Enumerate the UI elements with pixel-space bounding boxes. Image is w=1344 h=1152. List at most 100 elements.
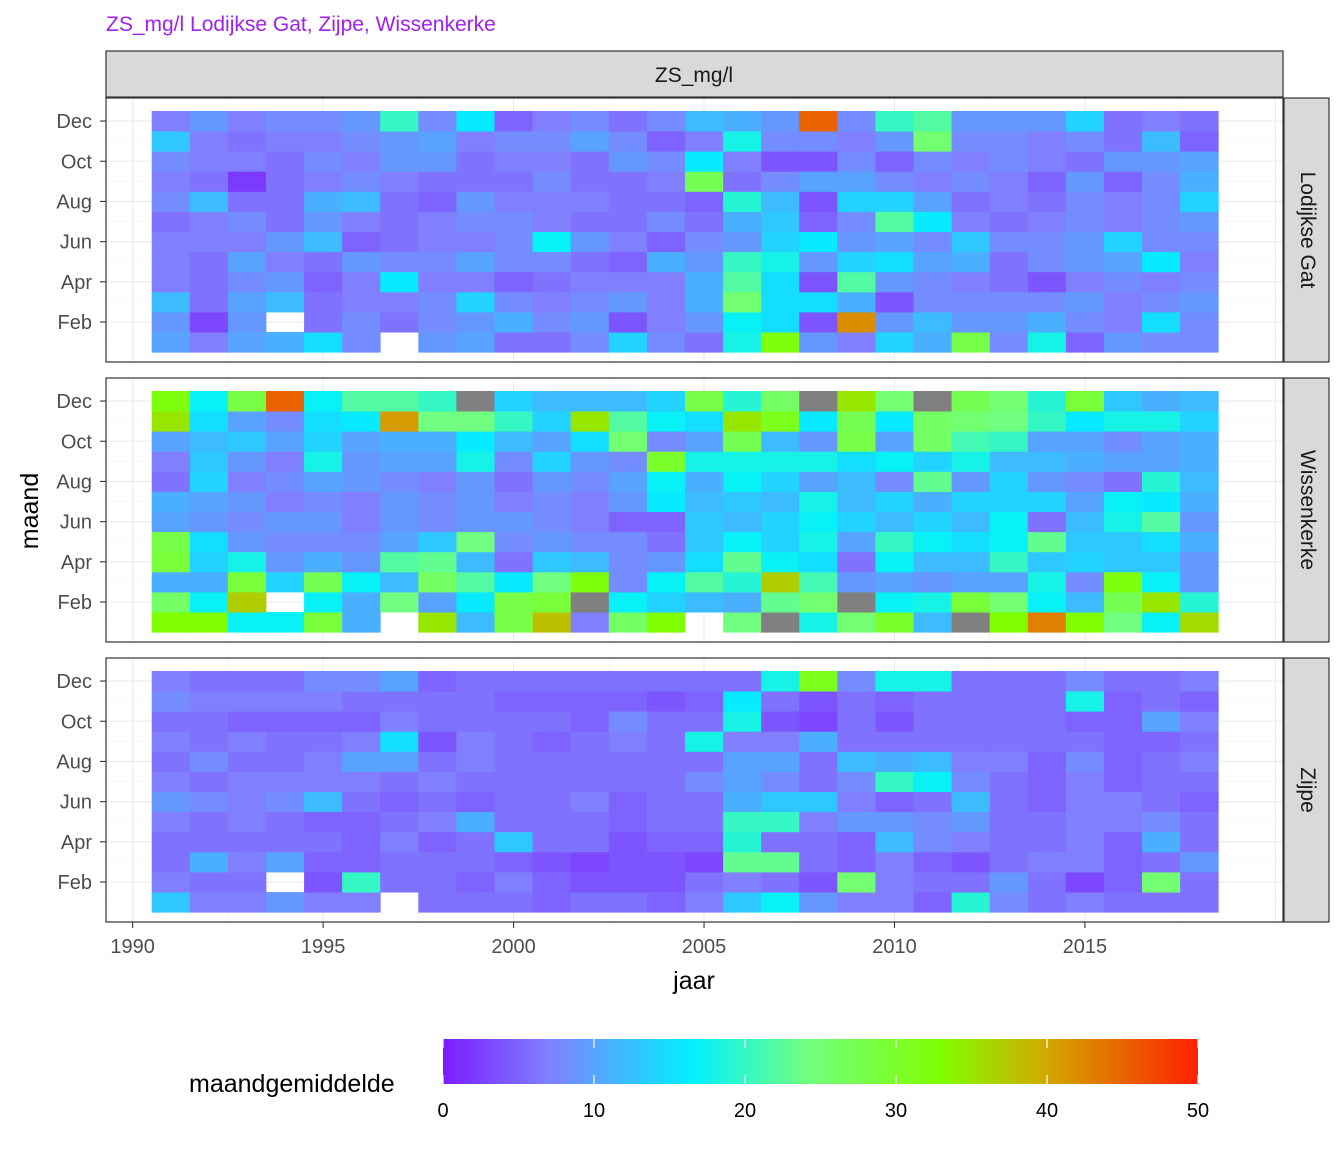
heatmap-cell: Lodijkse Gat 1993 Sep: 2 (227, 171, 267, 192)
heatmap-cell: Lodijkse Gat 2018 Oct: 10 (1180, 151, 1219, 172)
heatmap-cell: Lodijkse Gat 2012 Feb: 9 (951, 312, 991, 333)
heatmap-cell: Lodijkse Gat 2011 Apr: 8 (913, 271, 953, 293)
heatmap-cell: Zijpe 2007 Apr: 6 (761, 831, 800, 853)
heatmap-cell: Lodijkse Gat 2001 Apr: 6 (532, 271, 572, 293)
heatmap-cell: Lodijkse Gat 2005 Oct: 16 (684, 151, 724, 172)
heatmap-cell: Wissenkerke 2002 Aug: 8 (570, 471, 610, 492)
heatmap-cell: Lodijkse Gat 1996 Jun: 5 (342, 231, 381, 253)
heatmap-cell: Zijpe 1992 Aug: 8 (189, 751, 229, 772)
heatmap-cell: Zijpe 1997 Apr: 7 (380, 831, 419, 853)
heatmap-cell: Zijpe 2016 Oct: 5 (1103, 711, 1143, 732)
heatmap-cell: Zijpe 2001 Jul: 6 (532, 771, 572, 792)
heatmap-cell: Lodijkse Gat 1998 Sep: 6 (418, 171, 457, 192)
heatmap-cell: Lodijkse Gat 2015 Jan: 5 (1065, 332, 1105, 353)
heatmap-cell: Wissenkerke 2013 Feb: 25 (989, 592, 1029, 613)
heatmap-cell: Wissenkerke 1992 Sep: 13 (189, 451, 229, 472)
heatmap-cell: Zijpe 1991 Jun: 9 (151, 791, 191, 813)
heatmap-cell: Lodijkse Gat 2007 Apr: 15 (761, 271, 800, 293)
heatmap-cell: Wissenkerke 2018 Jul: 11 (1180, 491, 1219, 512)
heatmap-cell: Zijpe 2016 Jun: 7 (1103, 791, 1143, 813)
heatmap-cell: Lodijkse Gat 2003 Sep: 6 (608, 171, 648, 192)
heatmap-cell: Zijpe 2011 Feb: 6 (913, 872, 953, 893)
heatmap-cell: Zijpe 1996 Oct: 5 (342, 711, 381, 732)
heatmap-cell: Wissenkerke 2014 Oct: 10 (1027, 431, 1067, 452)
heatmap-cell: Zijpe 1998 Mar: 6 (418, 851, 457, 873)
heatmap-cell: Wissenkerke 2014 Apr: 13 (1027, 551, 1067, 573)
heatmap-cell: Zijpe 1995 Apr: 6 (304, 831, 343, 853)
heatmap-cell: Wissenkerke 2003 Jun: 5 (608, 511, 648, 533)
heatmap-cell: Zijpe 2009 May: 9 (837, 811, 876, 833)
heatmap-cell: Lodijkse Gat 2007 Mar: 15 (761, 291, 800, 313)
heatmap-cell: Lodijkse Gat 2012 May: 11 (951, 251, 991, 273)
heatmap-cell: Lodijkse Gat 2001 Sep: 8 (532, 171, 572, 192)
heatmap-cell: Wissenkerke 2000 Oct: 12 (494, 431, 534, 452)
heatmap-cell: Lodijkse Gat 2013 Jun: 8 (989, 231, 1029, 253)
heatmap-cell: Lodijkse Gat 1996 Jul: 7 (342, 211, 381, 232)
heatmap-cell: Zijpe 2014 May: 6 (1027, 811, 1067, 833)
heatmap-cell: Lodijkse Gat 2006 Mar: 25 (723, 291, 762, 313)
heatmap-cell: Lodijkse Gat 1992 Dec: 9 (189, 111, 229, 132)
heatmap-cell: Lodijkse Gat 1996 May: 9 (342, 251, 381, 273)
heatmap-cell: Zijpe 2000 Sep: 6 (494, 731, 534, 752)
heatmap-cell: Wissenkerke 2006 Aug: 17 (723, 471, 762, 492)
heatmap-cell: Wissenkerke 2017 Aug: 19 (1142, 471, 1181, 492)
heatmap-cell: Zijpe 2015 Mar: 7 (1065, 851, 1105, 873)
heatmap-cell: Wissenkerke 2008 Jan: 18 (799, 612, 838, 633)
heatmap-cell: Lodijkse Gat 2007 Jan: 32 (761, 332, 800, 353)
heatmap-cell: Zijpe 2018 Dec: 7 (1180, 671, 1219, 692)
heatmap-cell: Zijpe 2009 Mar: 5 (837, 851, 876, 873)
heatmap-cell: Wissenkerke 2004 Mar: 17 (646, 571, 686, 593)
heatmap-cell: Zijpe 2008 Feb: 4 (799, 872, 838, 893)
heatmap-cell: Lodijkse Gat 2001 Oct: 7 (532, 151, 572, 172)
heatmap-cell: Lodijkse Gat 2016 Aug: 7 (1103, 191, 1143, 212)
heatmap-cell: Lodijkse Gat 2008 Apr: 4 (799, 271, 838, 293)
heatmap-cell: Wissenkerke 1992 Apr: 14 (189, 551, 229, 573)
heatmap-cell: Wissenkerke 2003 Nov: 22 (608, 411, 648, 432)
heatmap-cell: Zijpe 2010 Jan: 7 (875, 892, 914, 913)
heatmap-cell: Lodijkse Gat 2002 Mar: 8 (570, 291, 610, 313)
heatmap-cell: Wissenkerke 2011 Oct: 26 (913, 431, 953, 452)
heatmap-cell: Lodijkse Gat 2002 Aug: 7 (570, 191, 610, 212)
heatmap-cell: Wissenkerke 2003 Oct: 25 (608, 431, 648, 452)
heatmap-cell: Zijpe 1991 Feb: 7 (151, 872, 191, 893)
heatmap-cell: Lodijkse Gat 2017 Nov: 12 (1142, 131, 1181, 152)
heatmap-cell: Zijpe 2008 May: 7 (799, 811, 838, 833)
heatmap-cell: Wissenkerke 1999 Aug: 9 (456, 471, 495, 492)
heatmap-cell: Zijpe 2005 Aug: 6 (684, 751, 724, 772)
heatmap-cell: Wissenkerke 2006 Mar: 19 (723, 571, 762, 593)
heatmap-cell: Lodijkse Gat 2013 Jul: 6 (989, 211, 1029, 232)
heatmap-cell: Zijpe 2014 Sep: 6 (1027, 731, 1067, 752)
heatmap-cell: Zijpe 1991 May: 7 (151, 811, 191, 833)
heatmap-cell: Zijpe 2004 Aug: 6 (646, 751, 686, 772)
y-tick-label: Oct (61, 711, 93, 733)
heatmap-cell: Lodijkse Gat 2006 Sep: 6 (723, 171, 762, 192)
heatmap-cell: Lodijkse Gat 2007 Sep: 8 (761, 171, 800, 192)
heatmap-cell: Wissenkerke 2003 Jul: 9 (608, 491, 648, 512)
heatmap-cell: Wissenkerke 2016 Apr: 13 (1103, 551, 1143, 573)
heatmap-cell: Lodijkse Gat 2013 Sep: 7 (989, 171, 1029, 192)
heatmap-cell: Lodijkse Gat 2015 Mar: 9 (1065, 291, 1105, 313)
heatmap-cell: Lodijkse Gat 2000 Aug: 7 (494, 191, 534, 212)
heatmap-cell: Zijpe 1993 Nov: 7 (227, 691, 267, 712)
heatmap-cell: Lodijkse Gat 1993 Jun: 7 (227, 231, 267, 253)
heatmap-cell: Wissenkerke 2008 May: 18 (799, 531, 838, 553)
heatmap-cell: Zijpe 2017 Mar: 6 (1142, 851, 1181, 873)
heatmap-cell: Wissenkerke 2013 Nov: 24 (989, 411, 1029, 432)
heatmap-cell: Zijpe 2003 Sep: 7 (608, 731, 648, 752)
heatmap-cell: Zijpe 2002 Sep: 6 (570, 731, 610, 752)
heatmap-cell: Wissenkerke 1992 Mar: 11 (189, 571, 229, 593)
heatmap-cell: Zijpe 2018 Aug: 7 (1180, 751, 1219, 772)
heatmap-cell: Zijpe 1991 Oct: 6 (151, 711, 191, 732)
heatmap-cell: Lodijkse Gat 1993 Nov: 6 (227, 131, 267, 152)
heatmap-cell: Zijpe 1993 Jul: 7 (227, 771, 267, 792)
heatmap-cell: Wissenkerke 2009 May: 10 (837, 531, 876, 553)
heatmap-cell: Zijpe 2000 Jan: 6 (494, 892, 534, 913)
heatmap-cell: Lodijkse Gat 1998 Jun: 7 (418, 231, 457, 253)
heatmap-cell: Zijpe 2002 May: 6 (570, 811, 610, 833)
heatmap-cell: Lodijkse Gat 2013 Nov: 8 (989, 131, 1029, 152)
heatmap-cell: Zijpe 2018 Apr: 6 (1180, 831, 1219, 853)
heatmap-cell: Zijpe 2005 Sep: 18 (684, 731, 724, 752)
heatmap-cell: Zijpe 1994 Aug: 6 (265, 751, 305, 772)
heatmap-cell: Zijpe 1998 Feb: 6 (418, 872, 457, 893)
heatmap-cell: Lodijkse Gat 1995 May: 6 (304, 251, 343, 273)
